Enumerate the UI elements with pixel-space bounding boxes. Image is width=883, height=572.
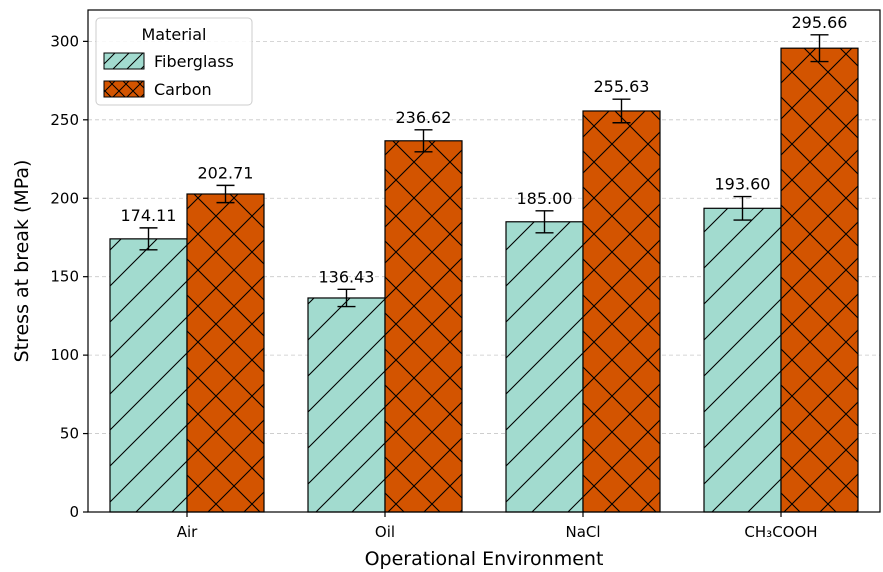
y-axis: 0 50 100 150 200 250 300 bbox=[50, 32, 88, 521]
plot-frame bbox=[87, 9, 881, 513]
data-label: 295.66 bbox=[792, 13, 848, 32]
legend-swatch bbox=[103, 80, 145, 98]
bar bbox=[307, 297, 386, 513]
bar bbox=[186, 193, 265, 513]
bar bbox=[384, 140, 463, 513]
y-tick-label: 150 bbox=[50, 268, 79, 286]
x-axis: Air Oil NaCl CH₃COOH bbox=[177, 512, 818, 541]
data-label: 202.71 bbox=[198, 163, 254, 182]
data-label: 185.00 bbox=[517, 189, 573, 208]
bar bbox=[703, 207, 782, 513]
legend-swatch bbox=[103, 52, 145, 70]
data-label: 174.11 bbox=[121, 206, 177, 225]
x-tick-label: NaCl bbox=[565, 523, 600, 541]
y-tick-label: 0 bbox=[69, 503, 79, 521]
legend: Material Fiberglass Carbon bbox=[95, 17, 253, 106]
x-axis-title: Operational Environment bbox=[365, 548, 604, 570]
y-axis-title: Stress at break (MPa) bbox=[11, 160, 33, 363]
x-tick-label: Air bbox=[177, 523, 198, 541]
legend-label: Fiberglass bbox=[154, 52, 234, 71]
data-label: 255.63 bbox=[594, 77, 650, 96]
y-tick-label: 100 bbox=[50, 346, 79, 364]
x-tick-label: CH₃COOH bbox=[744, 523, 817, 541]
y-tick-label: 50 bbox=[60, 425, 79, 443]
data-labels: 174.11 136.43 185.00 193.60 202.71 236.62 255.… bbox=[121, 13, 848, 286]
y-tick-label: 250 bbox=[50, 111, 79, 129]
bar bbox=[109, 238, 188, 513]
data-label: 236.62 bbox=[396, 108, 452, 127]
legend-title: Material bbox=[142, 25, 207, 44]
data-label: 136.43 bbox=[319, 267, 375, 286]
y-tick-label: 300 bbox=[50, 32, 79, 50]
legend-label: Carbon bbox=[154, 80, 212, 99]
bar bbox=[780, 47, 859, 513]
bar bbox=[582, 110, 661, 513]
bar bbox=[505, 221, 584, 513]
y-tick-label: 200 bbox=[50, 189, 79, 207]
bars bbox=[109, 34, 859, 513]
x-tick-label: Oil bbox=[375, 523, 395, 541]
data-label: 193.60 bbox=[715, 175, 771, 194]
legend-items: Fiberglass Carbon bbox=[103, 52, 234, 99]
